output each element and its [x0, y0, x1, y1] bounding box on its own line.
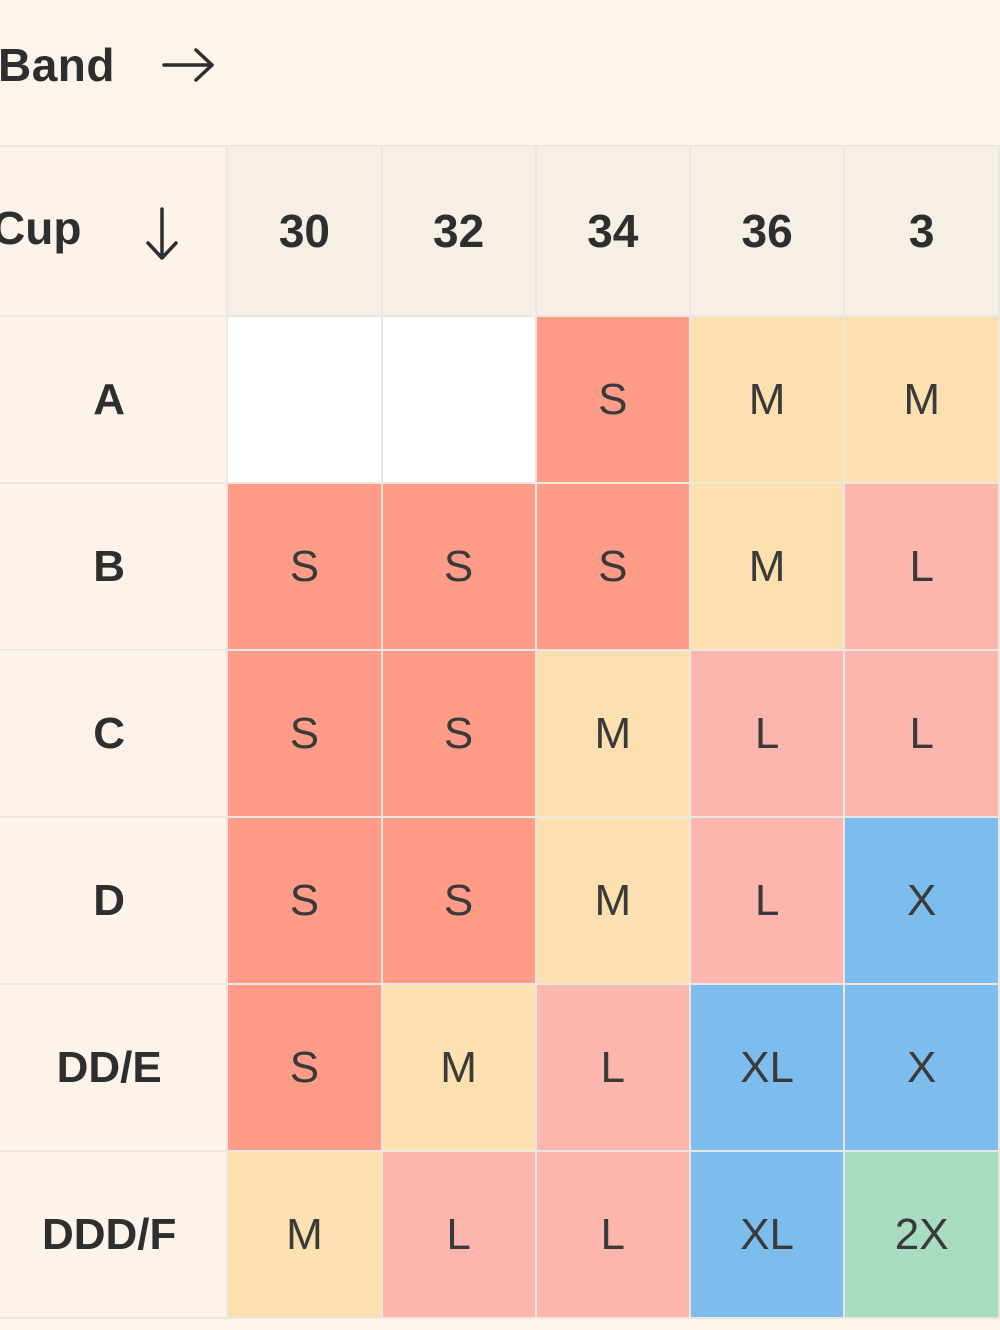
band-header-34: 34 [534, 145, 691, 317]
table-row: DD/E S M L XL X [0, 983, 1000, 1152]
cup-axis-header: Cup [0, 145, 229, 317]
band-header-30: 30 [226, 145, 383, 317]
cup-label: Cup [0, 202, 82, 254]
size-cell: S [534, 315, 691, 484]
size-cell: M [226, 1150, 383, 1319]
band-header-row: Cup 30 32 34 36 3 [0, 145, 1000, 317]
size-cell: S [226, 482, 383, 651]
size-cell: S [534, 482, 691, 651]
table-row: D S S M L X [0, 816, 1000, 985]
size-cell: S [226, 983, 383, 1152]
band-label: Band [0, 39, 115, 91]
cup-header-d: D [0, 816, 229, 985]
size-cell: L [843, 649, 1000, 818]
size-cell: S [226, 816, 383, 985]
size-cell [226, 315, 383, 484]
band-axis-header: Band [0, 0, 1000, 145]
table-row: DDD/F M L L XL 2X [0, 1150, 1000, 1319]
size-cell [380, 315, 537, 484]
size-cell: S [380, 816, 537, 985]
size-cell: XL [688, 1150, 846, 1319]
size-cell: L [843, 482, 1000, 651]
size-cell: X [843, 983, 1000, 1152]
cup-header-ddd-f: DDD/F [0, 1150, 229, 1319]
size-cell: L [534, 983, 691, 1152]
size-cell: M [534, 816, 691, 985]
size-cell: 2X [843, 1150, 1000, 1319]
cup-header-a: A [0, 315, 229, 484]
size-cell: L [380, 1150, 537, 1319]
cup-header-b: B [0, 482, 229, 651]
size-cell: M [688, 482, 846, 651]
table-row: C S S M L L [0, 649, 1000, 818]
size-cell: M [688, 315, 846, 484]
band-header-36: 36 [688, 145, 846, 317]
size-cell: M [534, 649, 691, 818]
size-cell: S [380, 482, 537, 651]
size-grid: Cup 30 32 34 36 3 A [0, 145, 1000, 1319]
size-cell: L [688, 649, 846, 818]
size-cell: L [688, 816, 846, 985]
size-cell: L [534, 1150, 691, 1319]
size-cell: M [380, 983, 537, 1152]
size-grid-container: Cup 30 32 34 36 3 A [0, 145, 1000, 1319]
cup-header-dd-e: DD/E [0, 983, 229, 1152]
size-cell: XL [688, 983, 846, 1152]
table-row: B S S S M L [0, 482, 1000, 651]
down-arrow-icon [146, 207, 178, 260]
size-cell: S [226, 649, 383, 818]
size-cell: X [843, 816, 1000, 985]
band-header-32: 32 [380, 145, 537, 317]
size-cell: S [380, 649, 537, 818]
right-arrow-icon [162, 48, 214, 82]
size-cell: M [843, 315, 1000, 484]
band-header-38: 3 [843, 145, 1000, 317]
table-row: A S M M [0, 315, 1000, 484]
cup-header-c: C [0, 649, 229, 818]
